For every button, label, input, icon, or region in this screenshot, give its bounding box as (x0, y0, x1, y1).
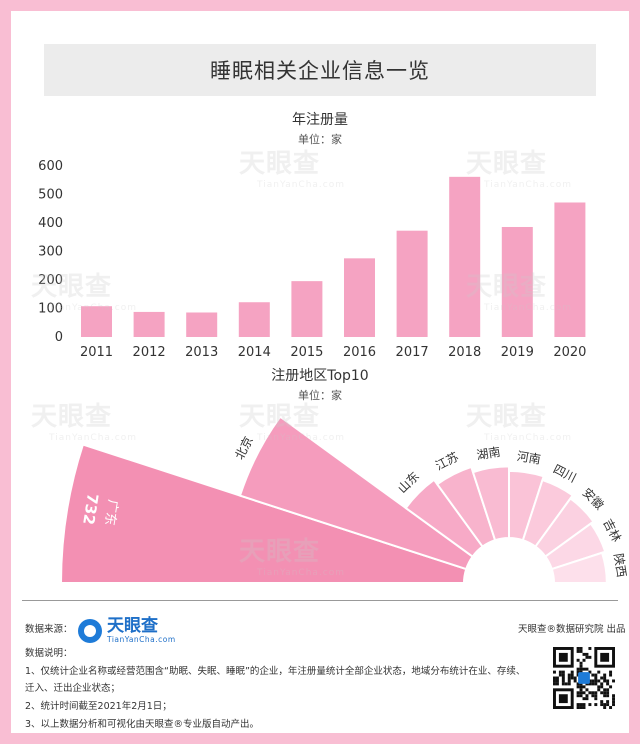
x-tick-label: 2020 (553, 345, 586, 356)
footer-divider (22, 600, 618, 601)
region-label: 山东 (395, 469, 422, 496)
bar-chart-title: 年注册量 (292, 112, 348, 128)
note-1: 1、仅统计企业名称或经营范围含“助眠、失眠、睡眠”的企业，年注册量统计全部企业状… (25, 666, 526, 677)
x-tick-label: 2016 (343, 345, 376, 356)
bar-2011 (81, 306, 112, 337)
fan-chart-unit: 单位：家 (298, 389, 342, 402)
y-tick-label: 400 (38, 216, 63, 231)
page-title: 睡眠相关企业信息一览 (44, 44, 596, 96)
x-tick-label: 2011 (80, 345, 113, 356)
region-value-guangdong: 732 (79, 492, 102, 526)
y-tick-label: 100 (38, 302, 63, 317)
infographic-card: 睡眠相关企业信息一览 年注册量 单位：家 0 100 200 300 400 500 600… (11, 11, 629, 733)
region-label: 陕西 (611, 552, 629, 578)
region-label-guangdong: 广东 (101, 498, 120, 526)
fan-slice-7 (521, 478, 575, 548)
region-label: 湖南 (475, 444, 501, 463)
fan-chart-title: 注册地区Top10 (271, 368, 369, 384)
region-label: 北京 (232, 434, 255, 462)
region-label: 安徽 (580, 485, 608, 513)
bar-2013 (186, 312, 218, 337)
fan-slice-5 (471, 465, 510, 542)
bar-2020 (554, 202, 586, 337)
bar-chart-unit: 单位：家 (298, 133, 342, 146)
bar-2019 (501, 226, 533, 337)
note-2: 2、统计时间截至2021年2月1日； (25, 701, 172, 712)
fan-slice-3 (404, 478, 484, 558)
notes-label: 数据说明： (25, 648, 73, 659)
x-tick-label: 2012 (133, 345, 166, 356)
x-tick-label: 2019 (501, 345, 534, 356)
fan-slice-1 (59, 443, 468, 584)
credit-text: 天眼查®数据研究院 出品 (518, 624, 626, 635)
source-label: 数据来源： (25, 624, 73, 635)
x-tick-label: 2017 (396, 345, 429, 356)
x-tick-label: 2013 (185, 345, 218, 356)
fan-slice-2 (238, 415, 474, 571)
bar-chart: 0 100 200 300 400 500 600 2011 2012 2013 2014 2015 2… (38, 159, 586, 356)
x-tick-label: 2014 (238, 345, 271, 356)
qr-code[interactable] (553, 647, 615, 709)
source-logo-en: TianYanCha.com (107, 635, 176, 644)
bar-2014 (238, 302, 270, 337)
region-label: 四川 (551, 462, 579, 485)
bar-2018 (449, 176, 481, 337)
x-tick-label: 2018 (448, 345, 481, 356)
bar-2017 (396, 230, 428, 337)
bar-2015 (291, 281, 323, 337)
source-logo-cn: 天眼查 (107, 616, 158, 636)
y-tick-label: 600 (38, 159, 63, 174)
tianyancha-logo-icon (78, 618, 102, 643)
bar-2016 (344, 258, 375, 337)
fan-slice-6 (508, 469, 545, 542)
region-label: 河南 (516, 448, 542, 467)
source-logo: 天眼查 TianYanCha.com (78, 617, 176, 644)
fan-slice-10 (550, 551, 608, 584)
x-tick-label: 2015 (290, 345, 323, 356)
note-3: 3、以上数据分析和可视化由天眼查®专业版自动产出。 (25, 719, 260, 730)
fan-slice-9 (544, 522, 607, 571)
region-label: 吉林 (600, 517, 623, 545)
y-tick-label: 200 (38, 273, 63, 288)
y-tick-label: 500 (38, 188, 63, 203)
fan-slice-8 (534, 497, 595, 558)
region-label: 江苏 (433, 450, 461, 473)
y-tick-label: 0 (55, 330, 63, 345)
y-tick-label: 300 (38, 245, 63, 260)
note-1-continued: 迁入、迁出企业状态； (25, 683, 121, 694)
fan-slice-4 (435, 465, 497, 548)
bar-2012 (133, 311, 165, 337)
